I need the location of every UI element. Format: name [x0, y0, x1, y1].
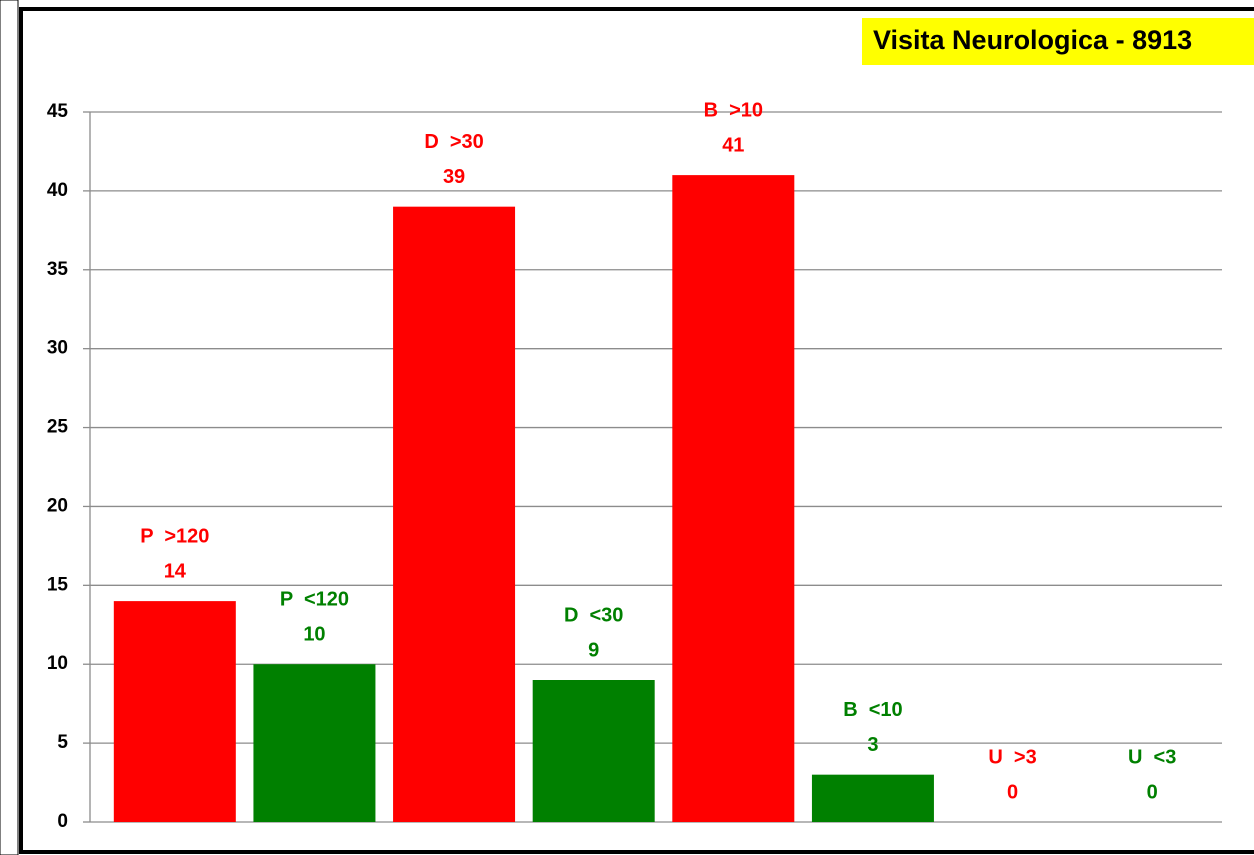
y-tick-label: 10	[47, 653, 68, 674]
y-tick-label: 45	[47, 101, 69, 122]
bar	[672, 175, 795, 823]
value-label: 39	[443, 166, 465, 188]
value-label: 10	[303, 624, 325, 646]
category-label: D <30	[564, 604, 623, 626]
bar	[811, 774, 934, 822]
category-label: P >120	[140, 525, 209, 547]
category-label: U >3	[988, 746, 1036, 768]
y-tick-label: 5	[57, 732, 68, 753]
y-tick-label: 35	[47, 259, 69, 280]
category-label: P <120	[280, 589, 349, 611]
value-label: 0	[1007, 781, 1018, 803]
value-label: 9	[588, 639, 599, 661]
y-tick-label: 20	[47, 495, 68, 516]
value-label: 0	[1147, 781, 1158, 803]
category-label: B >10	[704, 99, 763, 121]
value-label: 3	[867, 734, 878, 756]
bar	[253, 664, 376, 822]
y-tick-label: 30	[47, 338, 68, 359]
bar	[393, 206, 516, 822]
y-tick-label: 25	[47, 417, 69, 438]
side-strip	[0, 0, 19, 855]
bar	[113, 601, 236, 822]
y-tick-label: 40	[47, 180, 68, 201]
bar	[532, 680, 655, 822]
category-label: D >30	[424, 131, 483, 153]
chart-title: Visita Neurologica - 8913	[873, 25, 1192, 55]
value-label: 14	[164, 560, 187, 582]
title-box	[862, 18, 1254, 65]
value-label: 41	[722, 134, 744, 156]
category-label: B <10	[843, 699, 902, 721]
category-label: U <3	[1128, 746, 1176, 768]
y-tick-label: 0	[57, 811, 68, 832]
y-tick-label: 15	[47, 574, 69, 595]
